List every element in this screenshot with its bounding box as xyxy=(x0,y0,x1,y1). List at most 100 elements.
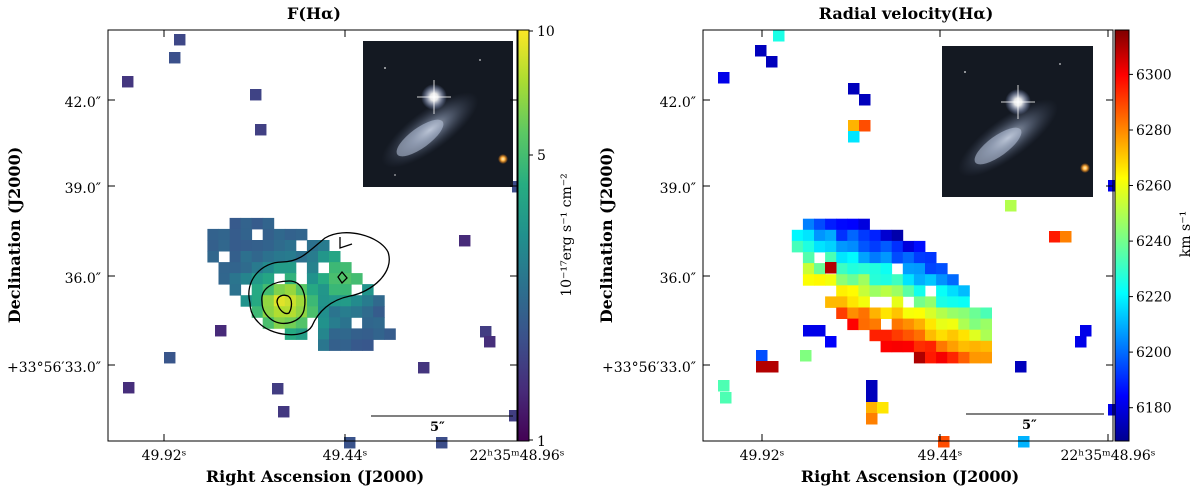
flux-pixel xyxy=(340,295,352,307)
velocity-pixel xyxy=(925,263,937,275)
flux-pixel xyxy=(229,251,242,263)
velocity-pixel xyxy=(858,252,870,264)
colorbar-tick-label: 6300 xyxy=(1136,67,1172,83)
right-scale-bar: 5″ xyxy=(966,413,1104,433)
velocity-pixel xyxy=(869,252,881,264)
velocity-pixel xyxy=(866,380,878,392)
colorbar-tick-label: 6200 xyxy=(1136,345,1172,361)
flux-pixel xyxy=(240,295,253,307)
velocity-pixel xyxy=(847,307,859,319)
left-galaxy-inset xyxy=(363,41,513,187)
flux-pixel xyxy=(480,326,492,338)
right-x-tick-labels: 49.92ˢ 49.44ˢ 22ʰ35ᵐ48.96ˢ xyxy=(740,448,1156,464)
flux-pixel xyxy=(251,295,264,307)
velocity-pixel xyxy=(980,307,992,319)
right-x-axis-label: Right Ascension (J2000) xyxy=(801,467,1019,486)
flux-pixel xyxy=(362,339,374,351)
colorbar-tick-label: 6260 xyxy=(1136,179,1172,195)
velocity-pixel xyxy=(767,361,779,373)
flux-pixel xyxy=(262,306,275,318)
flux-pixel xyxy=(373,306,385,318)
contour-arc xyxy=(339,237,353,249)
velocity-pixel xyxy=(980,318,992,331)
velocity-pixel xyxy=(980,351,992,364)
flux-pixel xyxy=(373,317,385,329)
velocity-pixel xyxy=(902,340,915,353)
velocity-pixel xyxy=(925,307,937,319)
x-tick-label: 49.92ˢ xyxy=(740,448,785,464)
velocity-pixel xyxy=(803,325,815,337)
flux-pixel xyxy=(318,295,330,307)
flux-pixel xyxy=(295,317,308,329)
velocity-pixel xyxy=(913,307,926,319)
velocity-pixel xyxy=(936,318,948,331)
flux-pixel xyxy=(273,262,286,274)
flux-pixel xyxy=(240,217,253,230)
y-tick-label: 39.0″ xyxy=(65,181,101,197)
left-colorbar: 10 5 1 10⁻¹⁷erg s⁻¹ cm⁻² xyxy=(517,24,575,450)
velocity-pixel xyxy=(858,296,870,308)
flux-pixel xyxy=(329,251,341,263)
flux-pixel xyxy=(229,228,242,241)
y-tick-label: 42.0″ xyxy=(65,95,101,111)
left-panel: F(Hα) 5″ 42.0″ 39.0″ xyxy=(5,4,575,486)
flux-pixel xyxy=(273,240,286,252)
left-title: F(Hα) xyxy=(287,4,341,23)
contour-peak xyxy=(276,294,293,315)
flux-pixel xyxy=(207,240,219,252)
flux-pixel xyxy=(306,240,319,252)
velocity-pixel xyxy=(902,318,915,331)
velocity-pixel xyxy=(848,120,860,132)
flux-pixel xyxy=(329,339,341,351)
flux-pixel xyxy=(362,306,374,318)
velocity-pixel xyxy=(958,318,970,331)
velocity-pixel xyxy=(925,296,937,308)
flux-pixel xyxy=(373,328,385,340)
velocity-pixel xyxy=(720,392,732,404)
velocity-pixel xyxy=(958,285,970,297)
velocity-pixel xyxy=(936,274,948,286)
velocity-pixel xyxy=(1049,231,1061,243)
velocity-pixel xyxy=(958,351,970,364)
velocity-pixel xyxy=(1108,180,1120,192)
colorbar-tick-label: 1 xyxy=(537,434,546,450)
velocity-pixel xyxy=(902,240,915,253)
flux-pixel xyxy=(318,240,330,252)
velocity-pixel xyxy=(858,240,870,253)
left-x-tick-labels: 49.92ˢ 49.44ˢ 22ʰ35ᵐ48.96ˢ xyxy=(142,448,565,464)
flux-pixel xyxy=(295,284,308,296)
flux-pixel xyxy=(229,273,242,285)
flux-pixel xyxy=(251,284,264,296)
flux-pixel xyxy=(329,328,341,340)
flux-pixel xyxy=(215,325,227,337)
velocity-pixel xyxy=(969,318,981,331)
velocity-pixel xyxy=(925,351,937,364)
velocity-pixel xyxy=(802,218,815,231)
flux-pixel xyxy=(278,406,290,418)
velocity-pixel xyxy=(802,240,815,253)
velocity-pixel xyxy=(880,340,893,353)
velocity-pixel xyxy=(880,229,893,242)
right-y-axis-label: Declination (J2000) xyxy=(597,147,616,324)
colorbar-tick-label: 10 xyxy=(537,24,555,40)
scale-bar-label: 5″ xyxy=(430,420,445,435)
flux-pixel xyxy=(262,317,275,329)
flux-pixel xyxy=(295,228,308,241)
colorbar-tick-label: 6220 xyxy=(1136,290,1172,306)
flux-pixel xyxy=(340,306,352,318)
velocity-pixel xyxy=(913,240,926,253)
left-scale-bar: 5″ xyxy=(371,415,513,435)
right-frame xyxy=(702,29,1114,442)
flux-pixel xyxy=(284,273,297,285)
flux-pixel xyxy=(229,240,242,252)
x-tick-label: 22ʰ35ᵐ48.96ˢ xyxy=(1060,448,1155,464)
right-panel: Radial velocity(Hα) 5″ 42.0″ 39.0″ 36.0″… xyxy=(597,4,1194,486)
colorbar-tick-label: 6280 xyxy=(1136,123,1172,139)
velocity-pixel xyxy=(859,94,871,106)
velocity-pixel xyxy=(913,285,926,297)
flux-pixel xyxy=(418,362,430,374)
flux-pixel xyxy=(329,306,341,318)
flux-pixel xyxy=(344,437,356,449)
velocity-pixel xyxy=(936,285,948,297)
velocity-pixel xyxy=(858,318,870,331)
